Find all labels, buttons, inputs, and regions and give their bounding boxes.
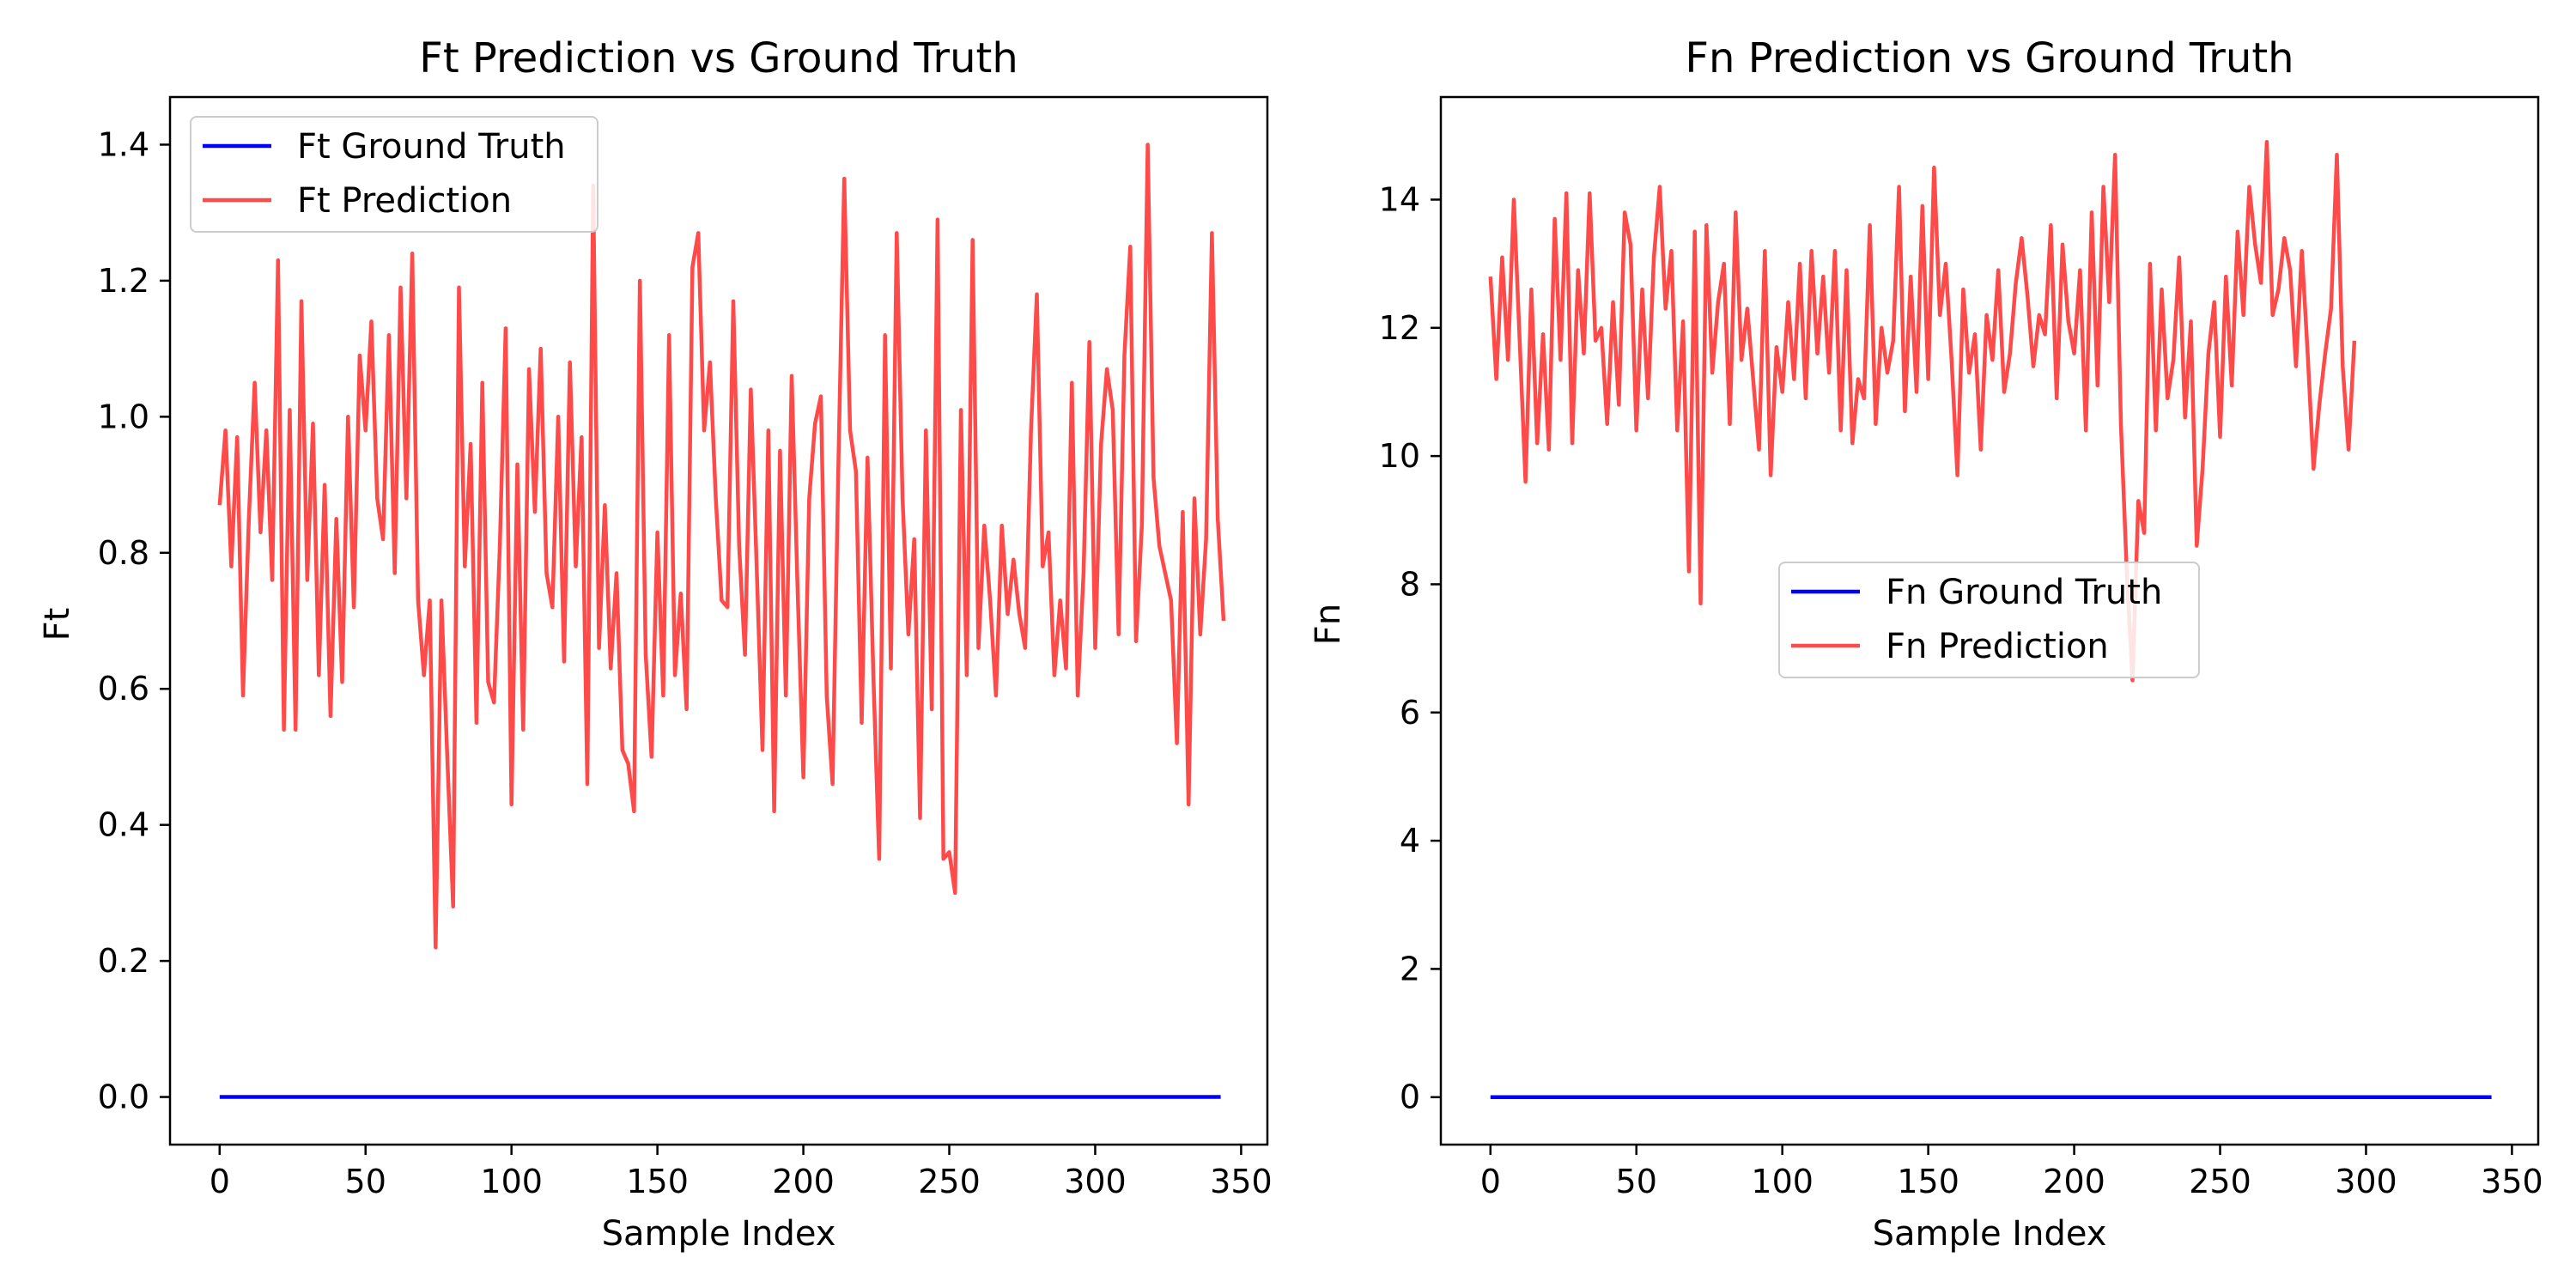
fn-y-axis-label: Fn [1309, 604, 1348, 645]
ft-y-tick-label: 0.0 [98, 1078, 149, 1116]
ft-y-axis-label: Ft [38, 608, 77, 641]
fn-legend-box [1778, 562, 2200, 678]
ft-chart-panel: Ft Prediction vs Ground Truth Sample Ind… [38, 34, 1273, 1254]
ft-x-tick-label: 250 [918, 1163, 981, 1200]
ft-legend-box [190, 116, 598, 233]
fn-y-tick-label: 14 [1379, 180, 1420, 218]
fn-x-tick-label: 150 [1897, 1163, 1959, 1200]
ft-x-tick-label: 300 [1064, 1163, 1127, 1200]
ft-legend-label: Ft Ground Truth [297, 127, 566, 167]
fn-x-tick-label: 100 [1751, 1163, 1814, 1200]
fn-chart-panel: Fn Prediction vs Ground Truth Sample Ind… [1309, 34, 2543, 1254]
fn-chart-title: Fn Prediction vs Ground Truth [1685, 34, 2293, 82]
fn-x-tick-label: 250 [2189, 1163, 2251, 1200]
fn-y-tick-label: 4 [1400, 822, 1420, 860]
fn-y-tick-label: 12 [1379, 309, 1420, 347]
fn-x-axis-label: Sample Index [1873, 1214, 2107, 1254]
fn-y-tick-label: 10 [1379, 437, 1420, 475]
ft-chart-title: Ft Prediction vs Ground Truth [419, 34, 1018, 82]
ft-x-tick-label: 0 [210, 1163, 230, 1200]
fn-series-prediction-line [1488, 140, 2357, 683]
ft-legend-label: Ft Prediction [297, 181, 512, 221]
fn-legend: Fn Ground Truth Fn Prediction [1778, 562, 2200, 678]
ft-x-tick-label: 150 [626, 1163, 689, 1200]
ft-x-tick-label: 50 [345, 1163, 386, 1200]
ft-y-tick-label: 1.4 [98, 125, 149, 163]
ft-y-tick-label: 0.8 [98, 534, 149, 572]
ft-y-tick-label: 0.4 [98, 806, 149, 844]
ft-x-tick-label: 350 [1210, 1163, 1273, 1200]
ft-x-tick-label: 200 [772, 1163, 835, 1200]
fn-y-tick-label: 6 [1400, 694, 1420, 732]
ft-legend: Ft Ground Truth Ft Prediction [190, 116, 598, 233]
ft-y-tick-label: 0.6 [98, 670, 149, 708]
fn-legend-label: Fn Prediction [1886, 627, 2109, 666]
ft-x-axis-label: Sample Index [602, 1214, 836, 1254]
ft-axes-frame [168, 95, 1269, 1146]
fn-axes-frame [1439, 95, 2540, 1146]
ft-y-tick-label: 1.0 [98, 398, 149, 435]
fn-x-tick-label: 300 [2335, 1163, 2397, 1200]
fn-y-tick-label: 2 [1400, 950, 1420, 987]
fn-x-tick-label: 200 [2043, 1163, 2105, 1200]
fn-x-tick-label: 50 [1616, 1163, 1657, 1200]
fn-y-tick-label: 0 [1400, 1078, 1420, 1116]
ft-y-tick-label: 1.2 [98, 262, 149, 300]
ft-y-tick-label: 0.2 [98, 942, 149, 980]
fn-y-tick-label: 8 [1400, 565, 1420, 603]
ft-series-prediction-line [217, 143, 1226, 950]
fn-legend-label: Fn Ground Truth [1886, 573, 2162, 612]
fn-x-tick-label: 350 [2481, 1163, 2543, 1200]
fn-x-tick-label: 0 [1480, 1163, 1501, 1200]
ft-x-tick-label: 100 [480, 1163, 543, 1200]
